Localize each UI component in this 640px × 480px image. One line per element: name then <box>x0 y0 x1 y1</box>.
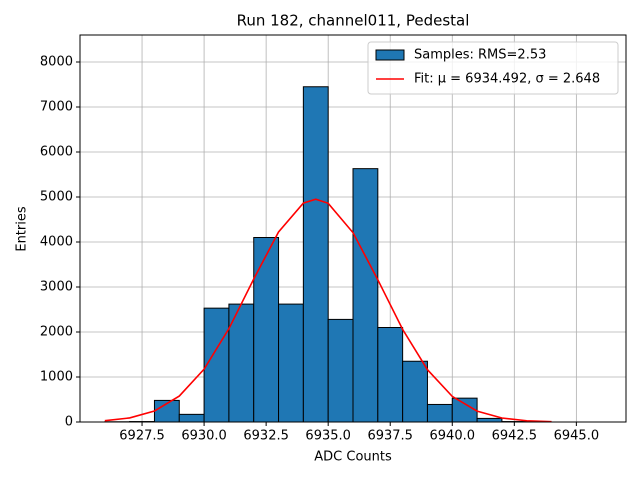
histogram-bar <box>426 403 453 423</box>
histogram-bar <box>203 307 230 423</box>
x-tick-label: 6935.0 <box>305 429 351 444</box>
histogram-bar <box>327 318 354 423</box>
histogram-bar <box>402 360 428 423</box>
fit-line <box>104 198 552 423</box>
histogram-bar <box>476 417 503 423</box>
legend-label: Fit: μ = 6934.492, σ = 2.648 <box>414 72 600 87</box>
plot-frame <box>79 34 627 423</box>
y-tick-label: 1000 <box>40 370 73 385</box>
x-tick-label: 6945.0 <box>554 429 600 444</box>
x-tick-label: 6927.5 <box>119 429 165 444</box>
histogram-bar <box>451 397 478 423</box>
y-tick-label: 4000 <box>40 235 73 250</box>
x-tick-label: 6942.5 <box>492 429 538 444</box>
y-tick-label: 6000 <box>40 145 73 160</box>
x-tick-label: 6930.0 <box>181 429 227 444</box>
x-tick-label: 6937.5 <box>367 429 413 444</box>
x-axis-label: ADC Counts <box>314 450 392 465</box>
legend-label: Samples: RMS=2.53 <box>414 48 546 63</box>
y-tick-label: 3000 <box>40 280 73 295</box>
y-tick-label: 2000 <box>40 325 73 340</box>
legend-swatch <box>375 49 405 61</box>
histogram-bar <box>278 303 304 423</box>
x-tick-label: 6932.5 <box>243 429 289 444</box>
histogram-bar <box>302 86 329 423</box>
y-tick-label: 7000 <box>40 100 73 115</box>
y-tick-label: 8000 <box>40 55 73 70</box>
legend: Samples: RMS=2.53 Fit: μ = 6934.492, σ = … <box>367 41 619 95</box>
histogram-bar <box>178 413 205 423</box>
y-tick-label: 0 <box>65 415 73 430</box>
histogram-bar <box>253 237 280 423</box>
histogram-bar <box>377 327 404 423</box>
chart-title: Run 182, channel011, Pedestal <box>237 12 470 30</box>
y-axis-label: Entries <box>15 206 30 252</box>
legend-box <box>367 41 619 95</box>
x-tick-label: 6940.0 <box>430 429 476 444</box>
histogram-bar <box>352 168 379 423</box>
y-tick-label: 5000 <box>40 190 73 205</box>
